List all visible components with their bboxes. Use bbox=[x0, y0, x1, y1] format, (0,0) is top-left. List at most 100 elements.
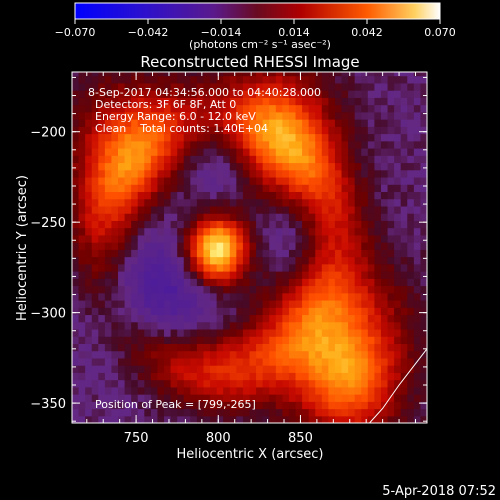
heatmap-cell bbox=[302, 415, 310, 423]
heatmap-cell bbox=[275, 147, 283, 156]
heatmap-cell bbox=[400, 97, 408, 106]
heatmap-cell bbox=[157, 184, 165, 193]
heatmap-cell bbox=[223, 336, 231, 344]
heatmap-cell bbox=[91, 205, 99, 214]
heatmap-cell bbox=[413, 242, 422, 250]
heatmap-cell bbox=[275, 249, 283, 258]
heatmap-cell bbox=[354, 90, 362, 98]
heatmap-cell bbox=[124, 72, 132, 77]
heatmap-cell bbox=[275, 205, 283, 214]
heatmap-cell bbox=[124, 314, 132, 323]
heatmap-cell bbox=[282, 386, 290, 395]
heatmap-cell bbox=[262, 213, 270, 221]
heatmap-cell bbox=[328, 205, 336, 214]
heatmap-cell bbox=[91, 169, 99, 178]
heatmap-cell bbox=[150, 408, 159, 417]
heatmap-cell bbox=[170, 372, 178, 381]
heatmap-cell bbox=[334, 379, 343, 388]
heatmap-cell bbox=[78, 140, 86, 149]
heatmap-cell bbox=[131, 82, 139, 91]
heatmap-cell bbox=[380, 82, 389, 91]
heatmap-cell bbox=[420, 256, 427, 265]
heatmap-cell bbox=[137, 343, 145, 352]
heatmap-cell bbox=[210, 242, 218, 250]
heatmap-cell bbox=[242, 90, 251, 98]
heatmap-cell bbox=[354, 314, 362, 323]
heatmap-cell bbox=[85, 126, 93, 135]
heatmap-cell bbox=[157, 415, 165, 423]
heatmap-cell bbox=[374, 72, 382, 77]
heatmap-cell bbox=[177, 379, 185, 388]
heatmap-cell bbox=[137, 75, 145, 84]
heatmap-cell bbox=[164, 307, 172, 316]
heatmap-cell bbox=[334, 119, 343, 127]
heatmap-cell bbox=[170, 408, 178, 417]
heatmap-cell bbox=[164, 350, 172, 359]
heatmap-cell bbox=[150, 365, 159, 373]
heatmap-cell bbox=[229, 285, 237, 294]
heatmap-cell bbox=[380, 90, 389, 98]
heatmap-cell bbox=[269, 249, 277, 258]
heatmap-cell bbox=[111, 386, 119, 395]
heatmap-cell bbox=[216, 155, 224, 164]
heatmap-cell bbox=[341, 249, 349, 258]
heatmap-cell bbox=[164, 184, 172, 193]
heatmap-cell bbox=[387, 285, 395, 294]
heatmap-cell bbox=[420, 408, 427, 417]
heatmap-cell bbox=[302, 75, 310, 84]
heatmap-cell bbox=[190, 343, 198, 352]
heatmap-cell bbox=[302, 104, 310, 113]
heatmap-cell bbox=[341, 184, 349, 193]
heatmap-cell bbox=[354, 147, 362, 156]
heatmap-cell bbox=[72, 278, 80, 287]
heatmap-cell bbox=[420, 176, 427, 185]
heatmap-cell bbox=[374, 278, 382, 287]
heatmap-cell bbox=[275, 292, 283, 301]
heatmap-cell bbox=[229, 292, 237, 301]
heatmap-cell bbox=[91, 372, 99, 381]
heatmap-cell bbox=[118, 234, 126, 243]
heatmap-cell bbox=[85, 162, 93, 171]
heatmap-cell bbox=[420, 97, 427, 106]
heatmap-cell bbox=[374, 321, 382, 330]
heatmap-cell bbox=[98, 147, 106, 156]
heatmap-cell bbox=[334, 357, 343, 366]
heatmap-cell bbox=[334, 198, 343, 207]
heatmap-cell bbox=[131, 242, 139, 250]
heatmap-cell bbox=[170, 249, 178, 258]
x-tick-label: 800 bbox=[206, 431, 231, 446]
heatmap-cell bbox=[380, 140, 389, 149]
heatmap-cell bbox=[196, 126, 205, 135]
heatmap-cell bbox=[216, 227, 224, 236]
heatmap-cell bbox=[91, 176, 99, 185]
heatmap-cell bbox=[256, 234, 264, 243]
heatmap-cell bbox=[91, 75, 99, 84]
heatmap-cell bbox=[354, 408, 362, 417]
heatmap-cell bbox=[400, 220, 408, 229]
heatmap-cell bbox=[104, 133, 113, 142]
heatmap-cell bbox=[256, 415, 264, 423]
heatmap-cell bbox=[407, 386, 415, 395]
heatmap-cell bbox=[242, 147, 251, 156]
heatmap-cell bbox=[104, 365, 113, 373]
heatmap-cell bbox=[118, 220, 126, 229]
heatmap-cell bbox=[420, 271, 427, 279]
heatmap-cell bbox=[183, 278, 191, 287]
heatmap-cell bbox=[387, 234, 395, 243]
heatmap-cell bbox=[275, 365, 283, 373]
heatmap-cell bbox=[282, 415, 290, 423]
heatmap-cell bbox=[302, 227, 310, 236]
heatmap-cell bbox=[229, 213, 237, 221]
heatmap-cell bbox=[157, 379, 165, 388]
heatmap-cell bbox=[177, 256, 185, 265]
heatmap-cell bbox=[315, 104, 323, 113]
chart-title: Reconstructed RHESSI Image bbox=[140, 53, 359, 71]
heatmap-cell bbox=[262, 227, 270, 236]
heatmap-cell bbox=[177, 213, 185, 221]
heatmap-cell bbox=[380, 155, 389, 164]
heatmap-cell bbox=[387, 213, 395, 221]
heatmap-cell bbox=[98, 191, 106, 200]
heatmap-cell bbox=[223, 104, 231, 113]
heatmap-cell bbox=[229, 249, 237, 258]
heatmap-cell bbox=[91, 350, 99, 359]
